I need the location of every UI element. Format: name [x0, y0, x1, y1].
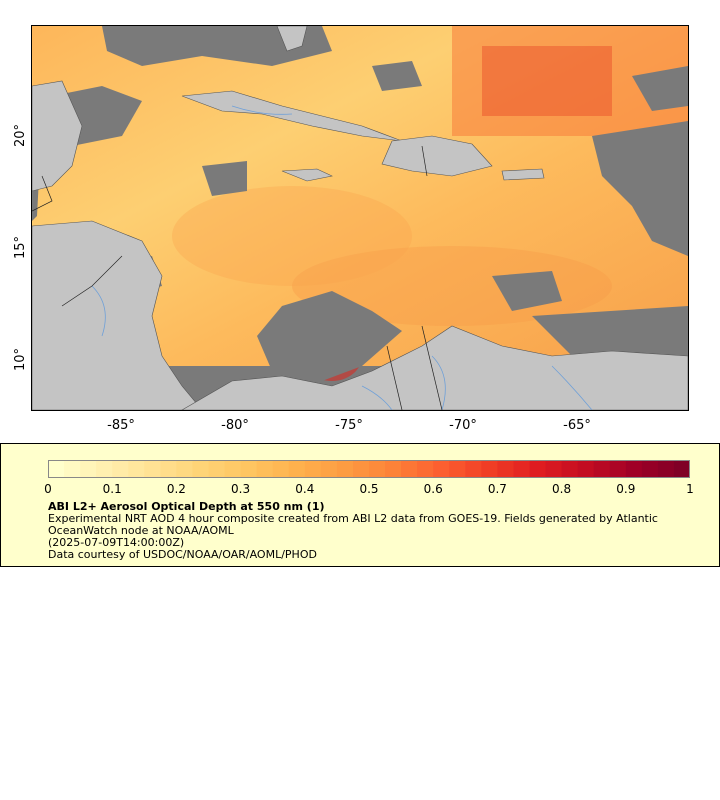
colorbar-segment — [369, 460, 386, 478]
colorbar-segment — [401, 460, 418, 478]
colorbar-segment — [240, 460, 258, 478]
colorbar-tick-label: 0.7 — [487, 482, 507, 496]
colorbar-segment — [272, 460, 290, 478]
colorbar-segment — [160, 460, 177, 478]
land-south-america — [181, 325, 688, 410]
colorbar-border — [48, 460, 690, 478]
colorbar-tick-label: 0.9 — [616, 482, 636, 496]
colorbar-tick-label: 0.4 — [295, 482, 315, 496]
colorbar-segment — [208, 460, 226, 478]
colorbar-segment — [224, 460, 242, 478]
rivers — [91, 105, 593, 410]
legend-panel: ABI L2+ Aerosol Optical Depth at 550 nm … — [0, 443, 720, 567]
colorbar-segment — [577, 460, 595, 478]
aod-mid-central — [172, 186, 412, 286]
colorbar-segment — [449, 460, 466, 478]
colorbar-tick-label: 0.5 — [359, 482, 379, 496]
colorbar-segment — [112, 460, 129, 478]
land-hispaniola — [381, 135, 493, 177]
colorbar-segment — [144, 460, 161, 478]
colorbar-tick-label: 0.8 — [552, 482, 572, 496]
colorbar-tick-label: 0.6 — [423, 482, 443, 496]
land-florida-keys — [276, 26, 308, 52]
legend-title: ABI L2+ Aerosol Optical Depth at 550 nm … — [48, 500, 325, 513]
colorbar-segment — [641, 460, 659, 478]
colorbar-segment — [192, 460, 209, 478]
colorbar-segment — [561, 460, 579, 478]
colorbar-segment — [593, 460, 611, 478]
colorbar-tick-label: 0 — [44, 482, 52, 496]
legend-description: Experimental NRT AOD 4 hour composite cr… — [48, 512, 658, 537]
y-tick-2: 15° — [13, 235, 29, 260]
x-tick-4: -70° — [449, 418, 477, 433]
aod-map — [31, 25, 689, 411]
colorbar-segment — [176, 460, 193, 478]
colorbar-segment — [96, 460, 113, 478]
colorbar-segment — [80, 460, 97, 478]
aod-high-ne-core — [482, 46, 612, 116]
colorbar-segment — [497, 460, 514, 478]
y-tick-1: 20° — [13, 123, 29, 148]
colorbar-segment — [256, 460, 274, 478]
colorbar-segment — [529, 460, 547, 478]
y-tick-3: 10° — [13, 347, 29, 372]
legend-credit: Data courtesy of USDOC/NOAA/OAR/AOML/PHO… — [48, 548, 317, 561]
colorbar-tick-label: 0.2 — [166, 482, 186, 496]
x-tick-5: -65° — [563, 418, 591, 433]
colorbar-segment — [64, 460, 81, 478]
colorbar-segment — [657, 460, 675, 478]
land — [32, 26, 688, 410]
borders — [32, 145, 443, 410]
colorbar-tick-label: 1 — [686, 482, 694, 496]
colorbar — [48, 460, 690, 478]
colorbar-segment — [417, 460, 434, 478]
colorbar-segment — [336, 460, 354, 478]
map-canvas — [32, 26, 688, 410]
colorbar-segment — [545, 460, 563, 478]
colorbar-segment — [513, 460, 530, 478]
nodata-patches — [32, 26, 688, 381]
colorbar-segment — [433, 460, 450, 478]
colorbar-segment — [673, 460, 690, 478]
x-tick-3: -75° — [335, 418, 363, 433]
colorbar-segment — [48, 460, 65, 478]
colorbar-segment — [609, 460, 627, 478]
colorbar-tick-label: 0.3 — [231, 482, 251, 496]
land-jamaica — [281, 168, 333, 182]
colorbar-segment — [465, 460, 482, 478]
x-tick-1: -85° — [107, 418, 135, 433]
land-yucatan — [32, 80, 83, 192]
x-tick-2: -80° — [221, 418, 249, 433]
colorbar-segment — [625, 460, 643, 478]
colorbar-segment — [288, 460, 306, 478]
colorbar-segment — [385, 460, 402, 478]
colorbar-tick-label: 0.1 — [102, 482, 122, 496]
colorbar-segment — [320, 460, 338, 478]
land-central-america — [32, 220, 203, 410]
colorbar-segment — [352, 460, 370, 478]
colorbar-segment — [481, 460, 498, 478]
legend-timestamp: (2025-07-09T14:00:00Z) — [48, 536, 185, 549]
land-puerto-rico — [501, 168, 545, 181]
colorbar-segment — [304, 460, 322, 478]
legend-text: ABI L2+ Aerosol Optical Depth at 550 nm … — [48, 501, 688, 561]
colorbar-segment — [128, 460, 145, 478]
